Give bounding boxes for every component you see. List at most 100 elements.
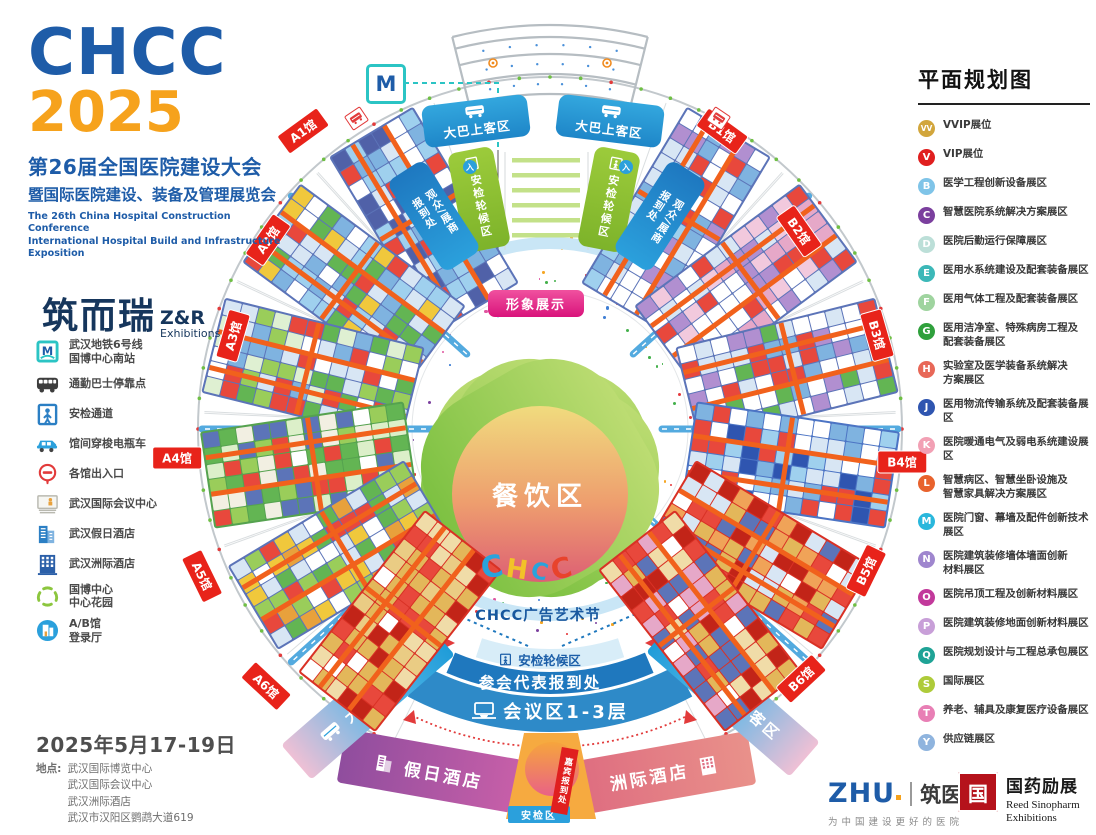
booth-cell <box>206 462 225 480</box>
booth-cell <box>822 470 841 488</box>
zone-label: 养老、辅具及康复医疗设备展区 <box>943 704 1089 717</box>
site-legend-label: 馆间穿梭电瓶车 <box>69 437 146 451</box>
site-legend-label: 安检通道 <box>69 407 113 421</box>
ad-art-festival-label: CHCC广告艺术节 <box>475 608 601 624</box>
conference-zone-band: 会议区1-3层 <box>430 698 670 724</box>
entry-marker-left: 入 <box>463 160 477 174</box>
plan-legend-item-B: B 医学工程创新设备展区 <box>918 177 1090 195</box>
booth-cell <box>762 413 781 431</box>
zone-badge-B: B <box>918 178 935 195</box>
site-legend-item: 武汉假日酒店 <box>36 523 206 546</box>
site-legend-item: A/B馆 登录厅 <box>36 617 206 645</box>
intercontinental-icon <box>36 553 59 576</box>
plan-legend: 平面规划图 VV VVIP展位 V VIP展位 B 医学工程创新设备展区 C 智慧医院系统解决… <box>918 64 1090 752</box>
booth-cell <box>729 408 748 426</box>
booth-cell <box>712 406 731 424</box>
reed-sinopharm-seal: 国 <box>958 772 998 812</box>
entry-marker-right: 入 <box>619 160 633 174</box>
zone-label: 国际展区 <box>943 675 985 688</box>
plan-legend-item-K: K 医院暖通电气及弱电系统建设展区 <box>918 436 1090 463</box>
booth-cell <box>868 509 887 527</box>
booth-cell <box>352 408 371 426</box>
booth-cell <box>839 473 858 491</box>
security-queue-zone-top-right: 安检轮候区 <box>576 145 642 254</box>
booth-cell <box>211 493 230 511</box>
booth-cell <box>223 459 242 477</box>
divider <box>910 781 913 806</box>
bus-boarding-zone-left: 大巴上客区 <box>420 93 532 149</box>
plan-legend-item-C: C 智慧医院系统解决方案展区 <box>918 206 1090 224</box>
organizer-logo: 筑而瑞 Z&R Exhibitions <box>42 287 288 339</box>
zone-label: 医学工程创新设备展区 <box>943 177 1047 189</box>
plan-legend-item-Q: Q 医院规划设计与工程总承包展区 <box>918 646 1090 665</box>
site-legend-item: 武汉国际会议中心 <box>36 493 206 516</box>
zone-badge-N: N <box>918 551 935 569</box>
booth-cell <box>374 437 393 455</box>
booth-cell <box>746 411 764 429</box>
booth-cell <box>235 426 254 444</box>
booth-cell <box>336 411 354 429</box>
svg-text:M: M <box>42 344 53 358</box>
plan-legend-item-N: N 医院建筑装修墙体墙面创新 材料展区 <box>918 550 1090 577</box>
booth-cell <box>812 421 831 439</box>
booth-cell <box>261 486 280 504</box>
logo-dot <box>896 795 902 800</box>
booth-cell <box>228 491 247 509</box>
security-queue-label: 安检轮候区 <box>518 653 581 668</box>
zone-label: 供应链展区 <box>943 733 995 746</box>
site-legend-item: 安检通道 <box>36 403 206 426</box>
booth-cell <box>879 431 898 449</box>
organizer-name-en: Z&R Exhibitions <box>160 306 221 340</box>
delegate-checkin-band: 参会代表报到处 <box>478 674 602 692</box>
booth-cell <box>369 406 388 424</box>
bus-dropoff-zone-left: 大巴落客区 <box>281 620 455 780</box>
zone-label: 智慧病区、智慧坐卧设施及 智慧家具解决方案展区 <box>943 474 1068 500</box>
booth-cell <box>285 418 304 436</box>
security-queue-label: 安检轮候区 <box>595 173 621 240</box>
garden-icon <box>36 585 59 608</box>
zone-badge-H: H <box>918 361 935 379</box>
plan-legend-item-S: S 国际展区 <box>918 675 1090 694</box>
booth-cell <box>877 376 897 396</box>
booth-cell <box>860 380 880 400</box>
site-legend-item: 各馆出入口 <box>36 463 206 486</box>
zone-badge-G: G <box>918 323 935 340</box>
booth-cell <box>290 449 309 467</box>
zone-label: 医院暖通电气及弱电系统建设展区 <box>943 436 1089 462</box>
booth-cell <box>357 439 376 457</box>
plan-legend-item-E: E 医用水系统建设及配套装备展区 <box>918 264 1090 282</box>
site-legend-label: 通勤巴士停靠点 <box>69 377 146 391</box>
shuttle-icon <box>36 433 59 456</box>
plan-legend-item-O: O 医院吊顶工程及创新材料展区 <box>918 588 1090 607</box>
zone-badge-M: M <box>918 513 935 531</box>
hall-label-B4: B4馆 <box>878 451 926 473</box>
plan-legend-items: VV VVIP展位 V VIP展位 B 医学工程创新设备展区 C 智慧医院系统解决方案展区 D 医… <box>918 119 1090 752</box>
site-legend-label: 武汉洲际酒店 <box>69 557 135 571</box>
bus-icon <box>601 104 621 118</box>
metro-icon: M <box>36 340 59 363</box>
booth-cell <box>218 428 237 446</box>
zone-badge-E: E <box>918 265 935 282</box>
holiday-inn-label: 假日酒店 <box>402 759 485 793</box>
plan-legend-item-VV: VV VVIP展位 <box>918 119 1090 137</box>
booth-cell <box>295 481 314 499</box>
intercontinental-label: 洲际酒店 <box>608 761 691 795</box>
hotel-icon <box>699 755 717 776</box>
address-lines: 武汉国际博览中心 武汉国际会议中心 武汉洲际酒店 武汉市汉阳区鹦鹉大道619 <box>67 763 194 825</box>
reed-sinopharm-name-cn: 国药励展 <box>1006 777 1078 797</box>
event-title-en-line2: International Hospital Build and Infrast… <box>28 235 281 260</box>
event-branding: CHCC 2025 第26届全国医院建设大会 暨国际医院建设、装备及管理展览会 … <box>28 21 288 339</box>
zone-badge-F: F <box>918 294 935 311</box>
event-title-en: The 26th China Hospital Construction Con… <box>28 211 288 261</box>
booth-cell <box>264 501 282 519</box>
booth-cell <box>386 403 405 421</box>
booth-cell <box>390 434 409 452</box>
site-legend: M 武汉地铁6号线 国博中心南站 通勤巴士停靠点 安检通道 馆间穿梭电瓶车 各馆出入口 武汉… <box>36 338 206 645</box>
zone-badge-O: O <box>918 589 935 607</box>
zone-label: 医院吊顶工程及创新材料展区 <box>943 588 1079 601</box>
zone-label: 医院后勤运行保障展区 <box>943 235 1047 247</box>
image-display-banner: 形象展示 <box>488 290 584 317</box>
lobby-icon <box>36 619 59 642</box>
plan-legend-item-M: M 医院门窗、幕墙及配件创新技术展区 <box>918 512 1090 539</box>
security-icon <box>500 653 512 666</box>
